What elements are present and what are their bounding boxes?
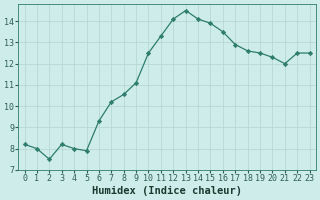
X-axis label: Humidex (Indice chaleur): Humidex (Indice chaleur) xyxy=(92,186,242,196)
